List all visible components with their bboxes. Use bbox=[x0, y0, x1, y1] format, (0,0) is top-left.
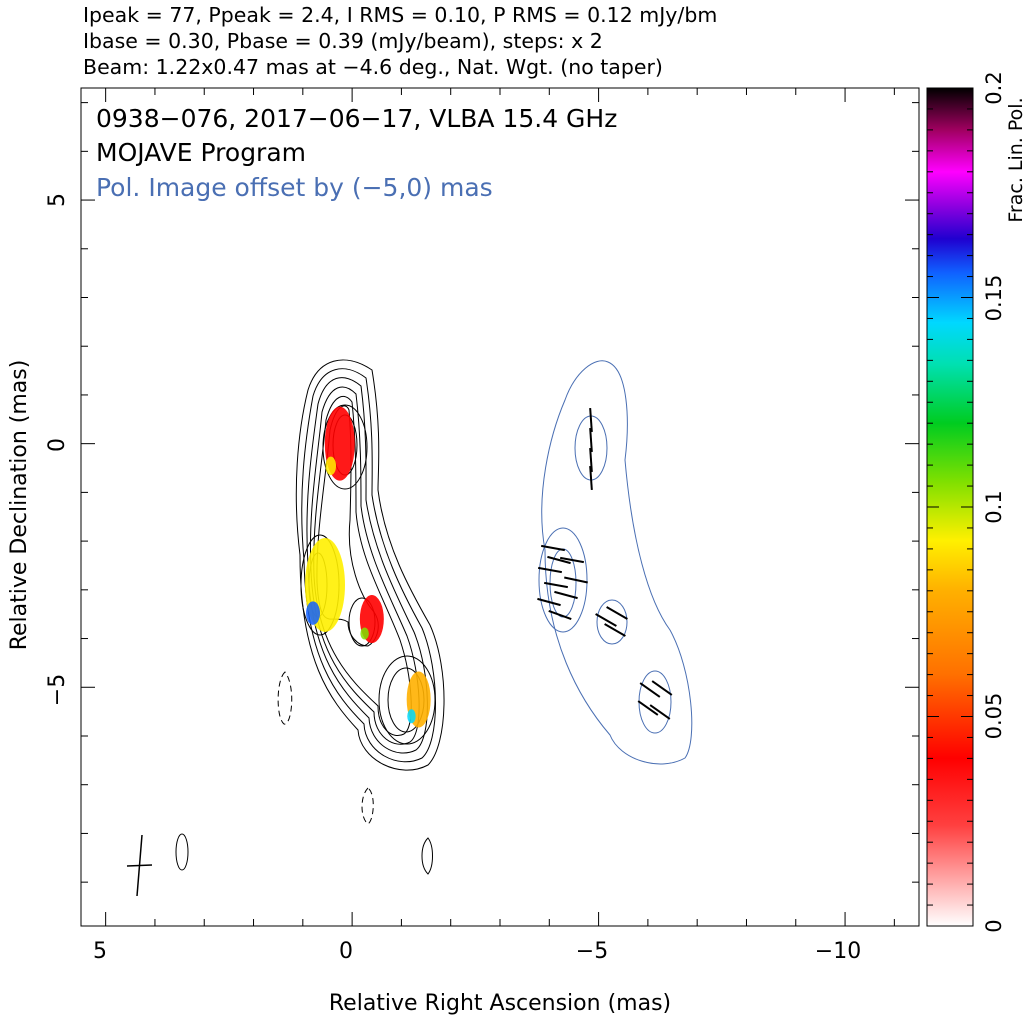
contour-negative bbox=[361, 787, 374, 825]
y-tick-labels: 5 0 −5 bbox=[45, 193, 70, 706]
frac-pol-patch-edge bbox=[407, 709, 416, 724]
evpa-vector bbox=[544, 581, 568, 589]
evpa-vector bbox=[589, 407, 593, 433]
colorbar-tick-label: 0.05 bbox=[982, 693, 1006, 740]
evpa-vector bbox=[548, 609, 572, 621]
contour-outer bbox=[295, 359, 445, 771]
evpa-vector bbox=[547, 555, 571, 565]
evpa-vector bbox=[651, 680, 673, 696]
contour-noise bbox=[421, 837, 433, 875]
frac-pol-patches bbox=[305, 406, 431, 728]
evpa-vector bbox=[554, 590, 578, 600]
offset-note: Pol. Image offset by (−5,0) mas bbox=[96, 173, 493, 202]
contour-negative bbox=[277, 671, 293, 725]
stokes-i-contours bbox=[175, 359, 445, 875]
contour-2 bbox=[301, 368, 436, 763]
contour-noise bbox=[175, 833, 189, 871]
colorbar-tick-label: 0 bbox=[982, 919, 1006, 932]
x-tick-label: −5 bbox=[576, 939, 608, 964]
evpa-vectors bbox=[537, 407, 673, 720]
x-axis-title: Relative Right Ascension (mas) bbox=[329, 991, 671, 1016]
frac-pol-patch-edge bbox=[306, 601, 321, 625]
colorbar-label: Frac. Lin. Pol. bbox=[1005, 97, 1027, 222]
header-line-1: Ipeak = 77, Ppeak = 2.4, I RMS = 0.10, P… bbox=[83, 3, 717, 27]
evpa-vector bbox=[649, 704, 671, 720]
plot-frame bbox=[80, 87, 920, 927]
header-line-3: Beam: 1.22x0.47 mas at −4.6 deg., Nat. W… bbox=[83, 55, 663, 79]
evpa-vector bbox=[589, 427, 593, 453]
source-label: 0938−076, 2017−06−17, VLBA 15.4 GHz bbox=[96, 104, 617, 133]
colorbar-tick-labels: 0 0.05 0.1 0.15 0.2 bbox=[982, 71, 1006, 932]
evpa-vector bbox=[639, 682, 661, 698]
evpa-vector bbox=[541, 544, 565, 552]
evpa-vector bbox=[589, 465, 593, 491]
x-tick-label: 5 bbox=[93, 939, 107, 964]
axis-ticks bbox=[81, 88, 919, 926]
x-tick-label: −10 bbox=[815, 939, 861, 964]
colorbar-ticks bbox=[927, 87, 973, 927]
contour-3 bbox=[306, 377, 428, 754]
pol-contour-jet2 bbox=[596, 599, 628, 645]
x-tick-label: 0 bbox=[339, 939, 353, 964]
evpa-vector bbox=[564, 576, 588, 584]
frac-pol-patch-edge bbox=[325, 456, 337, 476]
header-line-2: Ibase = 0.30, Pbase = 0.39 (mJy/beam), s… bbox=[83, 29, 603, 53]
colorbar-tick-label: 0.1 bbox=[982, 490, 1006, 523]
pol-contour-jet3 bbox=[638, 670, 672, 734]
evpa-vector bbox=[637, 700, 659, 716]
evpa-vector bbox=[589, 447, 593, 473]
colorbar-tick-label: 0.15 bbox=[982, 275, 1006, 322]
contour-4 bbox=[309, 386, 420, 745]
evpa-vector bbox=[537, 597, 561, 607]
y-tick-label: −5 bbox=[45, 674, 70, 706]
evpa-vector bbox=[560, 556, 584, 564]
colorbar-tick-label: 0.2 bbox=[982, 71, 1006, 104]
beam-marker bbox=[126, 834, 153, 897]
program-label: MOJAVE Program bbox=[96, 138, 306, 167]
contour-core-a bbox=[322, 404, 368, 490]
evpa-vector bbox=[604, 623, 626, 637]
evpa-vector bbox=[538, 566, 562, 574]
pol-contour-jet1 bbox=[538, 527, 588, 633]
y-axis-title: Relative Declination (mas) bbox=[7, 360, 32, 651]
contour-jet3-a bbox=[378, 655, 436, 745]
y-tick-label: 0 bbox=[45, 438, 70, 452]
pol-intensity-contours bbox=[538, 360, 693, 765]
y-tick-label: 5 bbox=[45, 193, 70, 207]
contour-5 bbox=[313, 395, 412, 736]
evpa-vector bbox=[595, 613, 617, 627]
x-tick-labels: 5 0 −5 −10 bbox=[93, 939, 861, 964]
beam-minor-axis bbox=[126, 864, 153, 867]
frac-pol-patch-edge bbox=[360, 627, 369, 640]
pol-contour-outer bbox=[541, 360, 693, 765]
evpa-vector bbox=[606, 606, 628, 620]
